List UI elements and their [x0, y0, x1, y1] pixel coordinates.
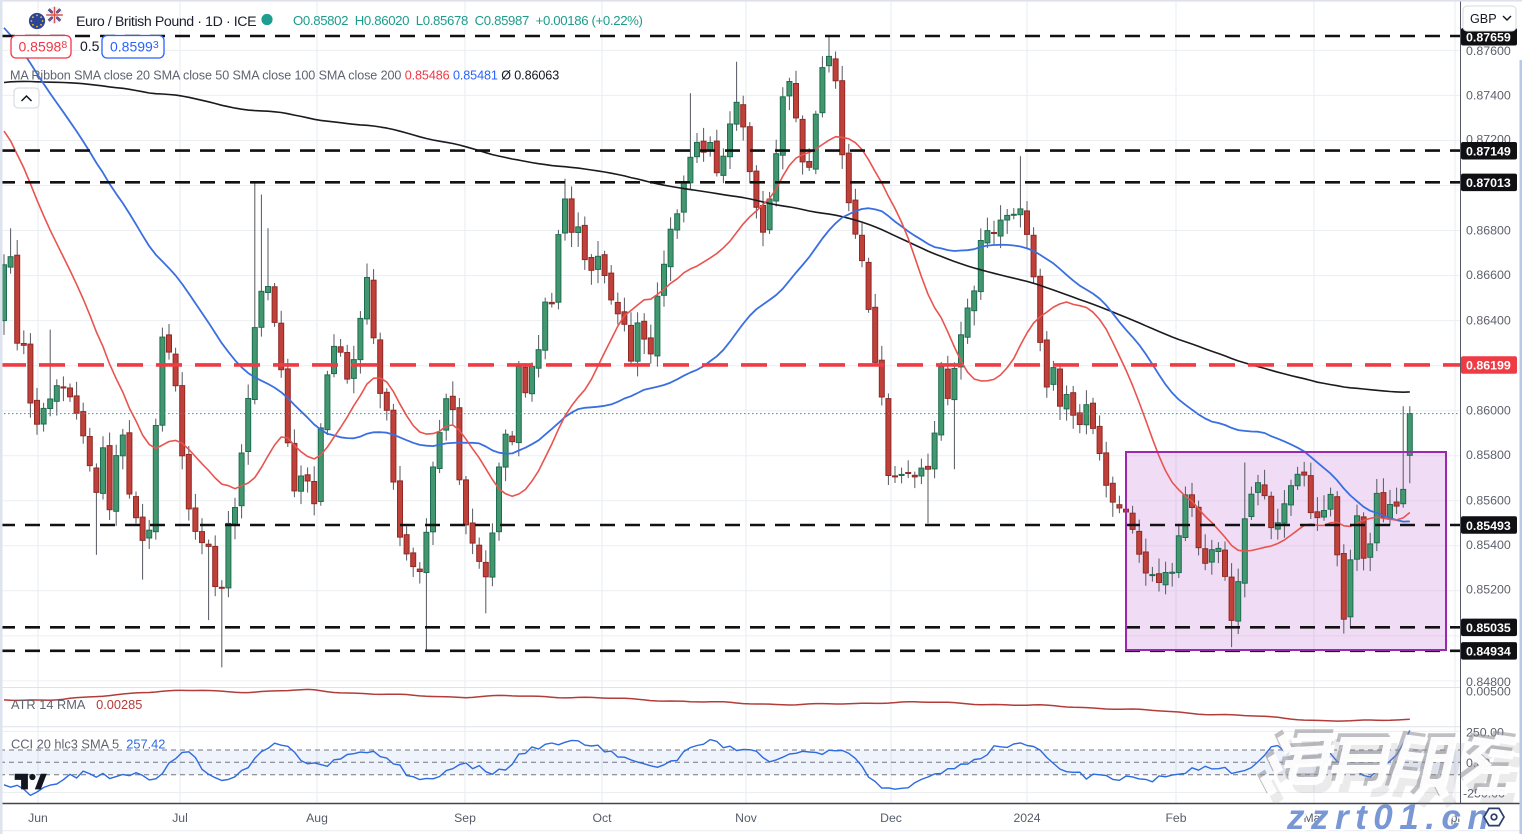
svg-text:0.87400: 0.87400 [1466, 89, 1511, 103]
svg-text:0.85035: 0.85035 [1466, 621, 1511, 635]
svg-text:0.85800: 0.85800 [1466, 448, 1511, 462]
svg-text:0.85400: 0.85400 [1466, 538, 1511, 552]
svg-text:0.84800: 0.84800 [1466, 675, 1511, 689]
svg-text:0.85993: 0.85993 [110, 39, 159, 55]
svg-text:0.86000: 0.86000 [1466, 403, 1511, 417]
svg-text:GBP: GBP [1470, 12, 1497, 26]
svg-text:zzrt01.cn: zzrt01.cn [1289, 800, 1498, 834]
svg-text:0.87013: 0.87013 [1466, 176, 1511, 190]
svg-text:0.00500: 0.00500 [1466, 685, 1511, 699]
svg-text:0.85200: 0.85200 [1466, 583, 1511, 597]
svg-text:0.86800: 0.86800 [1466, 224, 1511, 238]
svg-text:ATR 14 RMA 0.00285: ATR 14 RMA 0.00285 [11, 697, 142, 712]
svg-text:0.87659: 0.87659 [1466, 31, 1511, 45]
svg-text:Oct: Oct [593, 811, 613, 825]
svg-text:0.5: 0.5 [80, 38, 100, 54]
svg-text:0.85600: 0.85600 [1466, 493, 1511, 507]
svg-text:0.85493: 0.85493 [1466, 519, 1511, 533]
svg-text:Euro / British Pound · 1D · IC: Euro / British Pound · 1D · ICE [76, 14, 256, 30]
svg-text:0.84934: 0.84934 [1466, 645, 1511, 659]
svg-text:Jun: Jun [28, 811, 48, 825]
svg-text:Apr: Apr [1443, 811, 1462, 825]
svg-text:Dec: Dec [880, 811, 902, 825]
svg-text:0.86600: 0.86600 [1466, 268, 1511, 282]
svg-text:Nov: Nov [735, 811, 758, 825]
svg-text:0.87600: 0.87600 [1466, 44, 1511, 58]
svg-text:0.87149: 0.87149 [1466, 145, 1511, 159]
svg-text:zzrt01.cn: zzrt01.cn [1286, 798, 1495, 834]
svg-text:Mar: Mar [1304, 811, 1325, 825]
svg-text:Jul: Jul [172, 811, 188, 825]
svg-text:0.86400: 0.86400 [1466, 313, 1511, 327]
svg-text:CCI 20 hlc3 SMA 5 257.42: CCI 20 hlc3 SMA 5 257.42 [11, 737, 165, 752]
svg-text:2024: 2024 [1013, 811, 1040, 825]
svg-text:O0.85802 H0.86020 L0.85678: O0.85802 H0.86020 L0.85678 C0.85987 +0.0… [293, 13, 643, 28]
svg-text:Aug: Aug [306, 811, 328, 825]
svg-text:0.86199: 0.86199 [1466, 359, 1511, 373]
svg-text:MA Ribbon SMA close 20 SMA clo: MA Ribbon SMA close 20 SMA close 50 SMA … [10, 69, 559, 83]
svg-text:Sep: Sep [454, 811, 476, 825]
svg-text:0.85988: 0.85988 [19, 39, 68, 55]
svg-text:Feb: Feb [1165, 811, 1186, 825]
